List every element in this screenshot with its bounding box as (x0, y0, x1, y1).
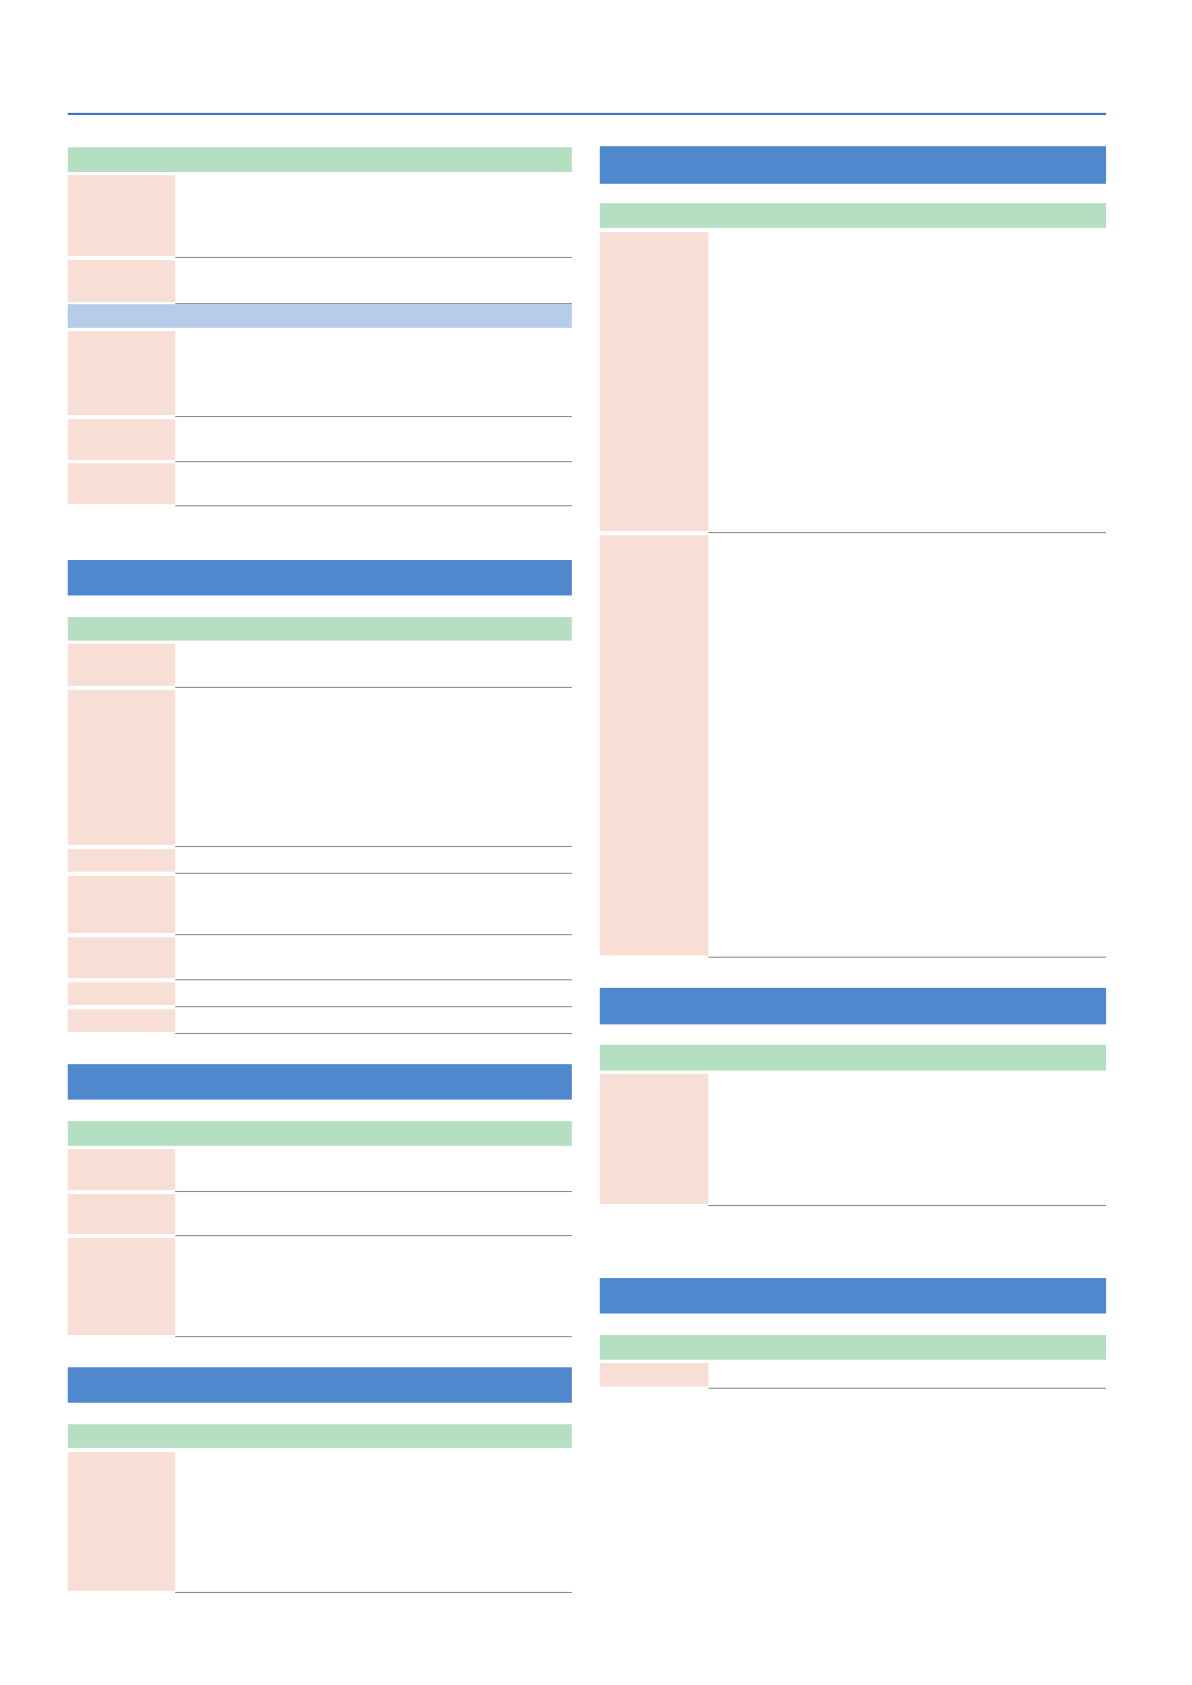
row-label-cell (67, 1149, 176, 1190)
row-divider (175, 415, 572, 418)
row-divider (175, 256, 572, 258)
row-label-cell (67, 690, 176, 845)
section-header (599, 146, 1107, 184)
subsection-bar (599, 1335, 1107, 1360)
row-divider (175, 979, 572, 981)
row-divider (708, 1387, 1107, 1389)
row-divider (175, 1235, 572, 1237)
section-header (599, 987, 1107, 1025)
subsection-bar (67, 616, 572, 641)
subsection-bar (599, 203, 1107, 228)
section-header (67, 1367, 572, 1403)
row-label-cell (599, 535, 709, 956)
row-divider (175, 461, 572, 463)
row-label-cell (67, 937, 176, 979)
section-header (67, 1064, 572, 1100)
section-header (599, 1278, 1107, 1314)
row-label-cell (67, 1194, 176, 1234)
row-label-cell (67, 1452, 176, 1591)
row-divider (708, 956, 1107, 958)
row-label-cell (67, 260, 176, 303)
row-divider (175, 1032, 572, 1035)
row-divider (175, 1336, 572, 1338)
row-divider (175, 1190, 572, 1193)
subsection-bar (67, 1424, 572, 1448)
row-label-cell (599, 1073, 709, 1204)
row-divider (175, 1591, 572, 1594)
row-divider (708, 1204, 1107, 1207)
row-label-cell (67, 643, 176, 686)
header-rule (67, 112, 1107, 116)
row-divider (175, 1006, 572, 1008)
section-header (67, 560, 572, 596)
row-label-cell (67, 463, 176, 505)
row-label-cell (67, 849, 176, 872)
row-label-cell (67, 419, 176, 461)
row-divider (175, 303, 572, 305)
row-label-cell (67, 876, 176, 934)
subsection-bar (67, 304, 572, 328)
row-label-cell (67, 175, 176, 256)
row-label-cell (67, 982, 176, 1006)
subsection-bar (67, 1121, 572, 1146)
row-label-cell (67, 1009, 176, 1032)
subsection-bar (599, 1044, 1107, 1071)
row-divider (175, 686, 572, 688)
row-label-cell (67, 1238, 176, 1336)
row-label-cell (599, 232, 709, 532)
row-divider (175, 845, 572, 848)
row-divider (175, 934, 572, 936)
row-label-cell (67, 331, 176, 415)
subsection-bar (67, 147, 572, 172)
row-divider (175, 872, 572, 874)
row-divider (708, 532, 1107, 534)
row-divider (175, 505, 572, 507)
row-label-cell (599, 1362, 709, 1387)
